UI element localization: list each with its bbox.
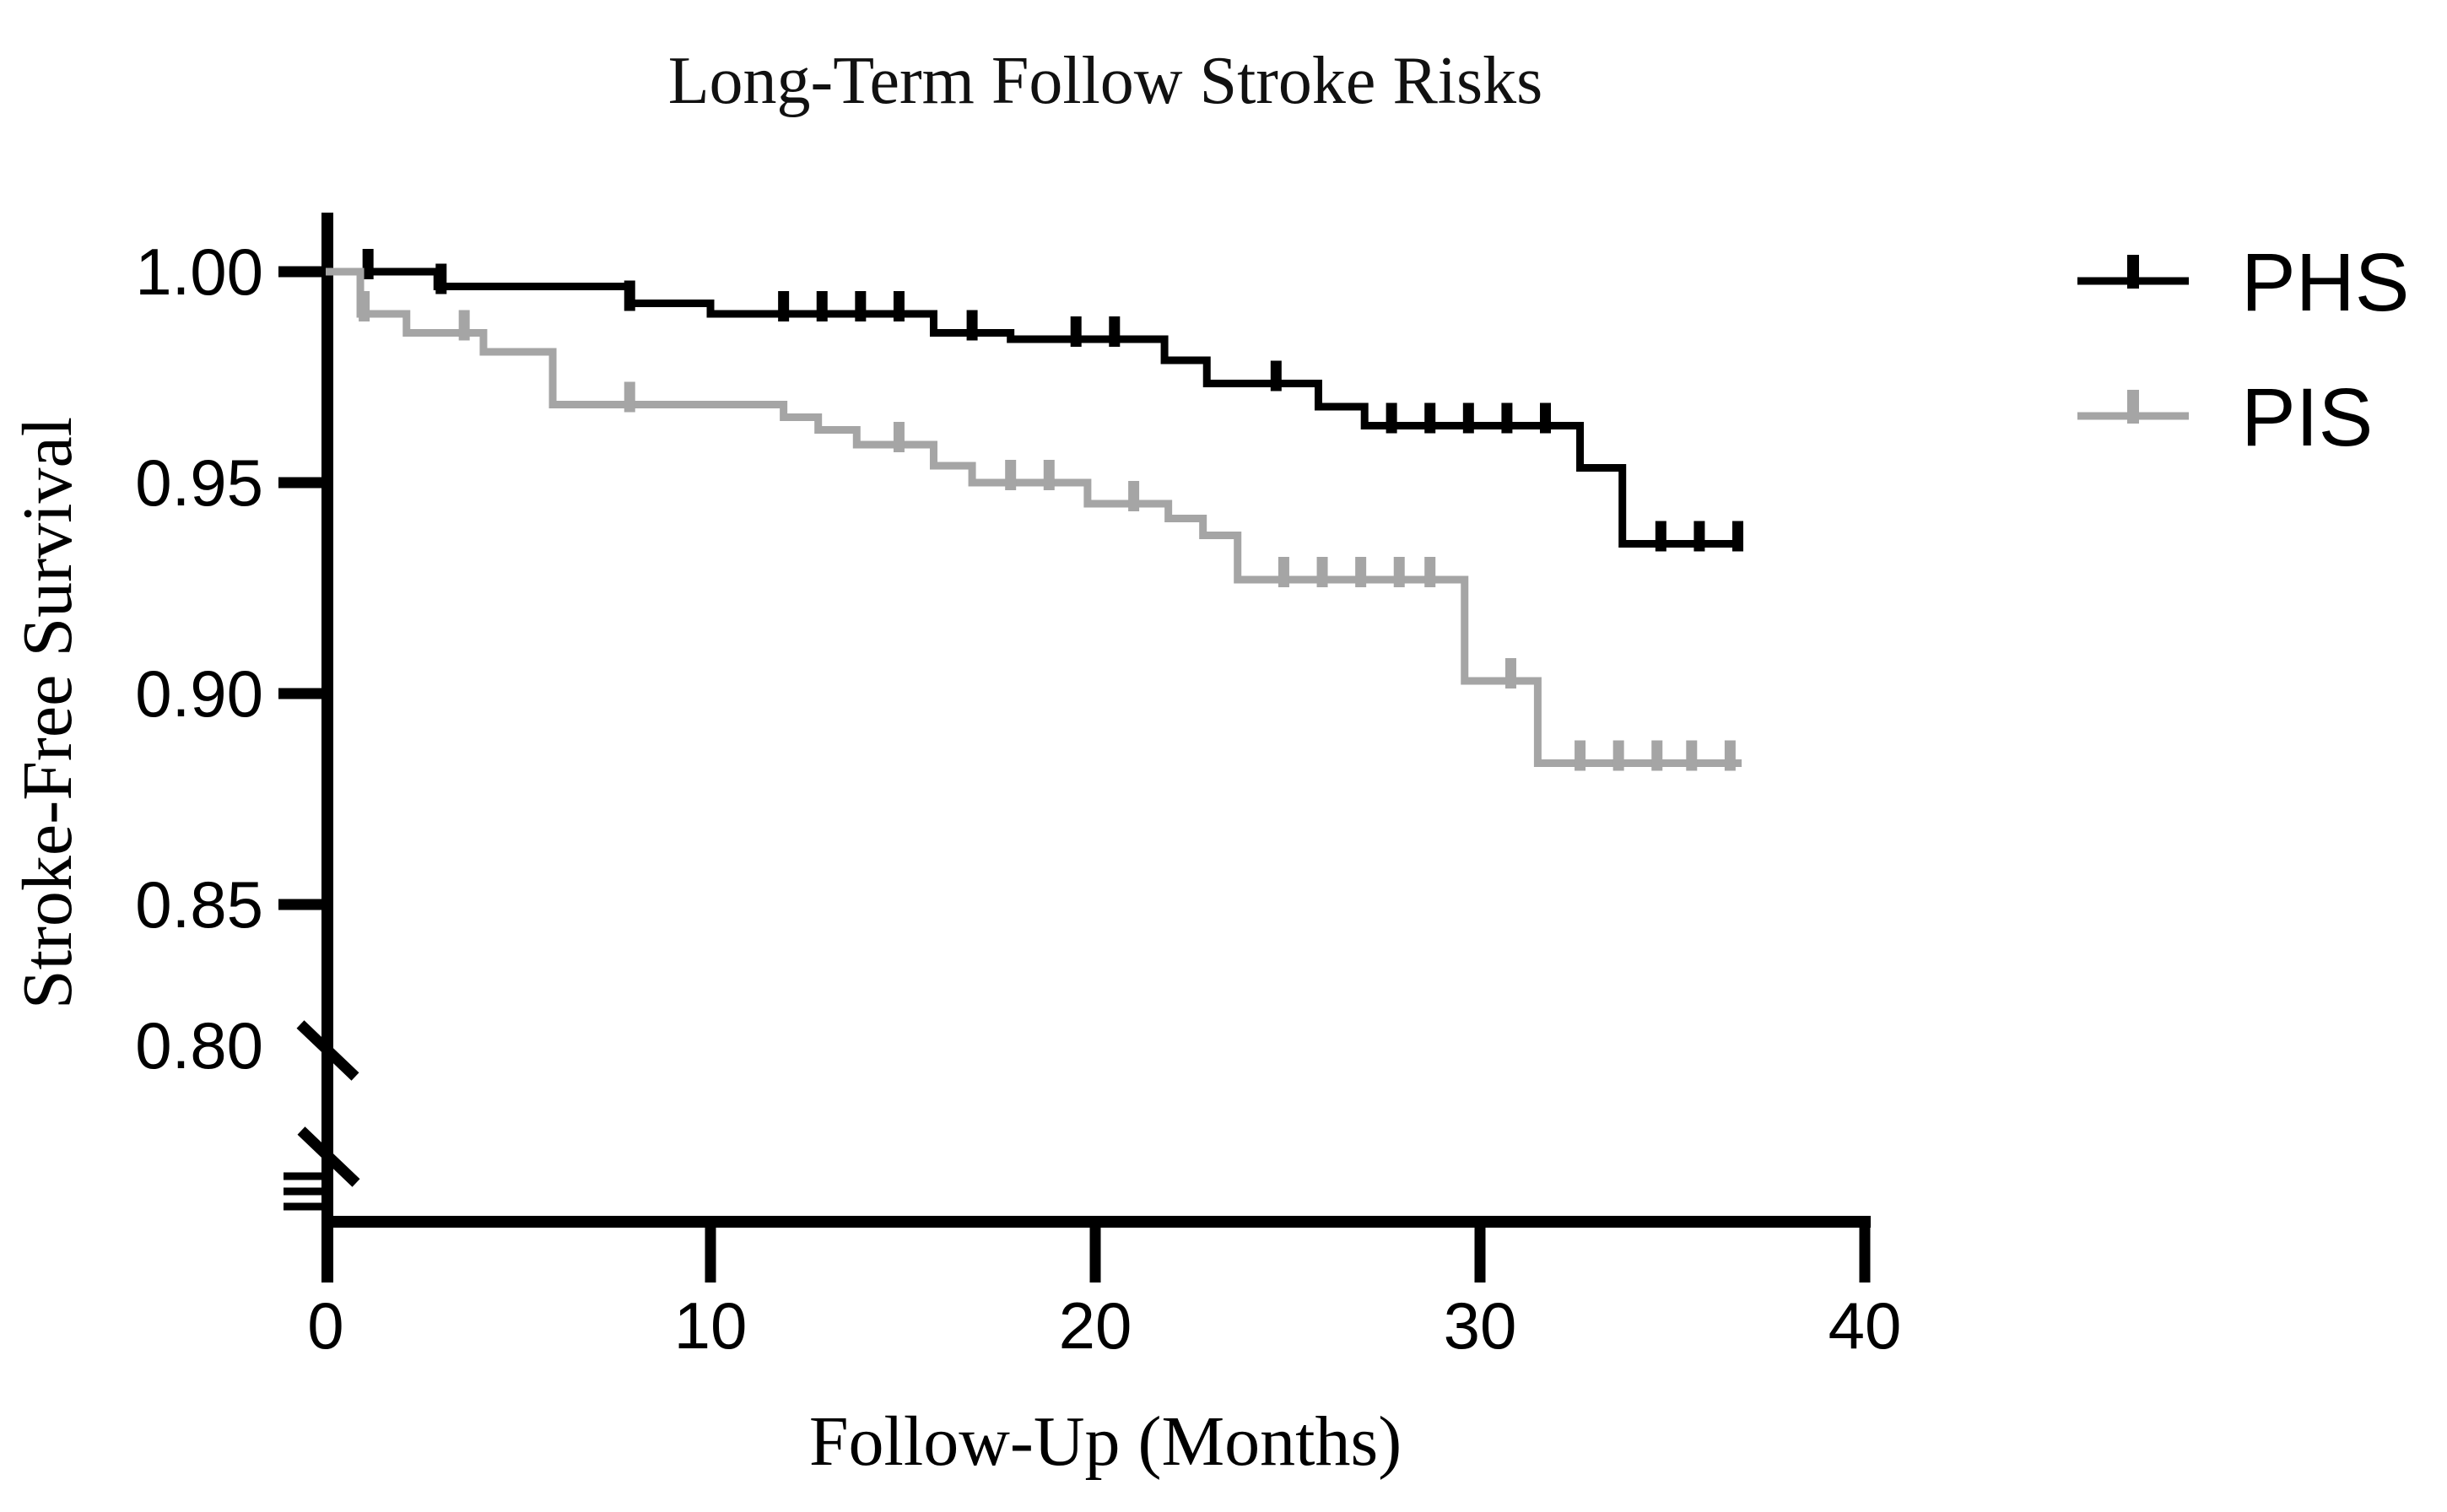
legend-label-pis: PIS (2241, 371, 2373, 463)
y-tick-label-break: 0.80 (135, 1008, 263, 1083)
censor-tick-phs (435, 263, 447, 294)
censor-tick-phs (1501, 402, 1513, 434)
series-phs (326, 249, 1744, 552)
survival-step-curve-pis (326, 267, 1742, 767)
y-axis-break-slash-lower (297, 1126, 360, 1187)
x-tick-label: 30 (1444, 1288, 1517, 1363)
censor-tick-phs (1732, 521, 1744, 552)
y-tick-label: 0.85 (135, 867, 263, 942)
y-tick-label: 0.95 (135, 446, 263, 520)
series-pis (326, 267, 1742, 771)
censor-tick-phs (1270, 360, 1282, 392)
legend-entry-phs (2077, 255, 2189, 289)
censor-tick-phs (816, 291, 828, 321)
censor-tick-pis (1316, 557, 1328, 587)
censor-tick-phs (1070, 316, 1082, 347)
censor-tick-pis (893, 422, 905, 452)
censor-tick-phs (1655, 521, 1666, 552)
censor-tick-phs (855, 291, 867, 321)
censor-tick-phs (1540, 402, 1552, 434)
x-tick-label: 10 (674, 1288, 748, 1363)
survival-step-curve-phs (326, 267, 1742, 548)
censor-tick-phs (1462, 402, 1474, 434)
y-axis-break-hatch-marks (284, 1172, 331, 1211)
censor-tick-phs (1109, 316, 1121, 347)
censor-tick-pis (1504, 658, 1516, 688)
survival-curves (326, 249, 1744, 771)
censor-tick-pis (1128, 481, 1140, 511)
censor-tick-phs (624, 280, 635, 311)
x-tick-label: 0 (307, 1288, 343, 1363)
censor-tick-pis (1724, 740, 1736, 771)
censor-tick-phs (778, 291, 790, 321)
censor-tick-phs (1386, 402, 1397, 434)
censor-tick-phs (1424, 402, 1436, 434)
censor-tick-pis (624, 381, 635, 413)
legend-censor-tick-icon (2127, 390, 2139, 424)
censor-tick-pis (1355, 557, 1367, 587)
x-tick-label: 40 (1828, 1288, 1902, 1363)
y-axis-break-slash-upper (296, 1020, 359, 1081)
censor-tick-pis (1393, 557, 1405, 587)
legend-censor-tick-icon (2127, 255, 2139, 289)
x-tick-label: 20 (1059, 1288, 1132, 1363)
y-tick-label: 1.00 (135, 235, 263, 309)
censor-tick-pis (359, 291, 370, 321)
censor-tick-phs (362, 249, 374, 279)
x-axis-ticks: 0 10 20 30 40 (307, 1222, 1901, 1363)
censor-tick-pis (1424, 557, 1436, 587)
y-axis-ticks: 1.00 0.95 0.90 0.85 0.80 (135, 235, 327, 1083)
chart-title: Long-Term Follow Stroke Risks (668, 44, 1543, 118)
censor-tick-pis (1043, 460, 1055, 490)
censor-tick-phs (893, 291, 905, 321)
censor-tick-pis (1575, 740, 1586, 771)
censor-tick-phs (966, 310, 978, 341)
legend-entry-pis (2077, 390, 2189, 424)
legend-label-phs: PHS (2241, 236, 2409, 328)
x-axis-title: Follow-Up (Months) (809, 1402, 1402, 1481)
censor-tick-phs (1693, 521, 1705, 552)
y-axis-title: Stroke-Free Survival (8, 417, 87, 1009)
censor-tick-pis (458, 310, 470, 341)
censor-tick-pis (1612, 740, 1624, 771)
censor-tick-pis (1005, 460, 1017, 490)
censor-tick-pis (1651, 740, 1663, 771)
censor-tick-pis (1686, 740, 1698, 771)
y-tick-label: 0.90 (135, 656, 263, 731)
censor-tick-pis (1278, 557, 1289, 587)
legend-markers (2077, 255, 2189, 424)
